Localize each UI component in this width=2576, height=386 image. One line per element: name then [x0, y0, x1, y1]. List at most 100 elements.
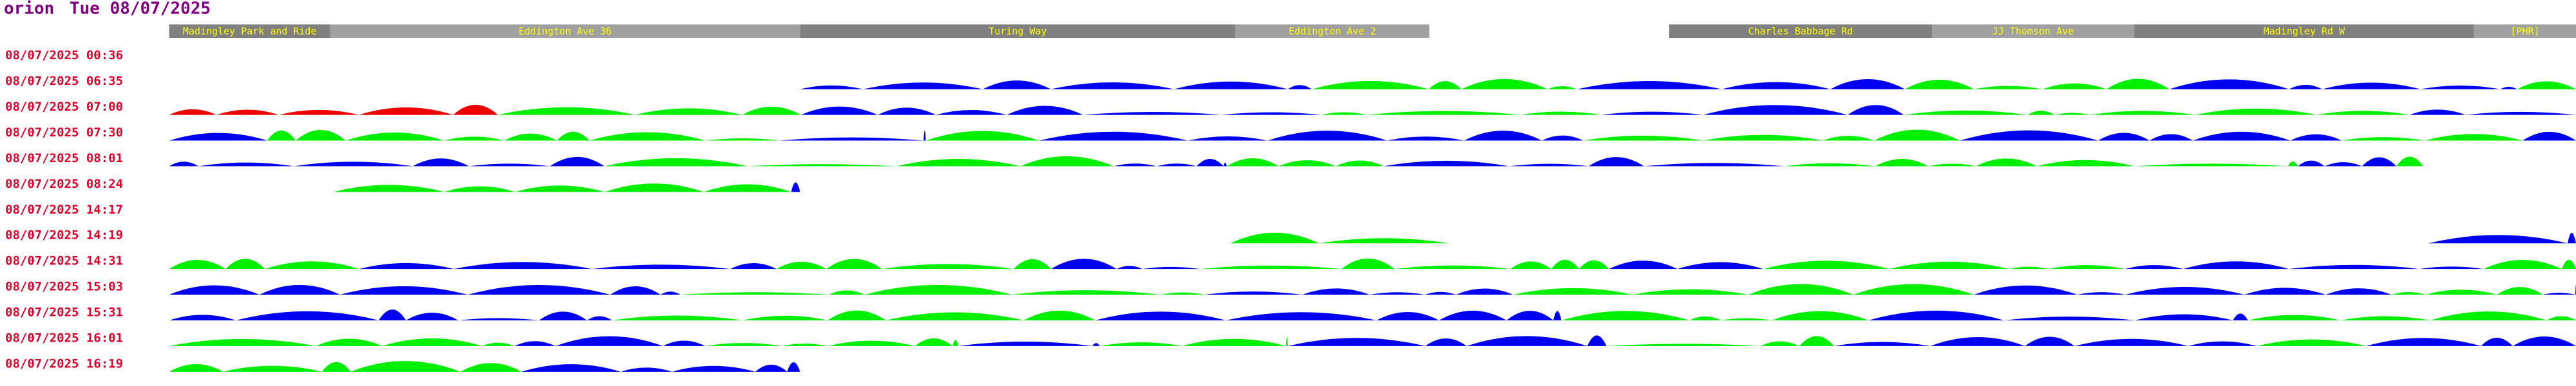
row-label: 08/07/2025 08:01 — [5, 151, 123, 165]
stop-label: Eddington Ave 2 — [1289, 26, 1376, 37]
trace-segment — [169, 361, 522, 372]
trace-segment — [1287, 335, 1607, 346]
trace-segment — [1577, 78, 1905, 89]
trace-segment — [2366, 336, 2576, 346]
stop-band — [169, 24, 330, 38]
trace-segment — [2517, 81, 2576, 89]
trace-segment — [169, 309, 612, 320]
trace-segment — [604, 156, 1114, 167]
trace-segment — [2428, 232, 2576, 244]
stop-band — [1932, 24, 2134, 38]
trace-segment — [2169, 79, 2517, 89]
trace-segment — [1763, 261, 2125, 270]
date-heading: Tue 08/07/2025 — [70, 0, 211, 19]
stop-band — [1669, 24, 1932, 38]
row-label: 08/07/2025 07:30 — [5, 125, 123, 140]
trace-segment — [1204, 288, 1513, 295]
stop-label: Turing Way — [989, 26, 1046, 37]
row-label: 08/07/2025 00:36 — [5, 48, 123, 62]
trace-segment — [169, 104, 498, 115]
row-label: 08/07/2025 16:19 — [5, 356, 123, 371]
trace-segment — [2543, 284, 2576, 295]
row-label: 08/07/2025 14:31 — [5, 254, 123, 268]
trace-segment — [2391, 287, 2543, 295]
trace-segment — [1113, 158, 1227, 167]
trace-segment — [1095, 310, 1562, 320]
trace-segment — [2409, 109, 2576, 115]
trace-segment — [1784, 158, 2298, 167]
trace-segment — [1609, 261, 1764, 270]
trace-segment — [1904, 78, 2170, 89]
trace-segment — [169, 133, 267, 141]
trace-segment — [791, 182, 800, 192]
trace-segment — [1513, 284, 1975, 295]
stop-band — [2474, 24, 2576, 38]
trace-segment — [2298, 157, 2397, 167]
trace-segment — [2248, 311, 2576, 320]
trace-segment — [514, 336, 706, 346]
stop-band — [2134, 24, 2474, 38]
trace-segment — [1960, 130, 2342, 141]
trace-segment — [1974, 285, 2392, 295]
trace-segment — [359, 262, 777, 270]
stop-label: Madingley Park and Ride — [183, 26, 317, 37]
trace-segment — [1321, 111, 1602, 115]
stop-band — [1235, 24, 1430, 38]
row-label: 08/07/2025 14:19 — [5, 228, 123, 243]
trace-segment — [1200, 258, 1609, 270]
trace-segment — [2125, 261, 2484, 270]
trace-segment — [498, 106, 801, 115]
stop-band — [330, 24, 800, 38]
trace-segment — [705, 338, 959, 346]
trace-segment — [2342, 134, 2523, 141]
trace-segment — [169, 259, 359, 270]
row-label: 08/07/2025 16:01 — [5, 331, 123, 345]
trace-segment — [1601, 105, 1904, 115]
trace-segment — [521, 362, 800, 372]
trace-segment — [925, 131, 1039, 141]
trace-segment — [2396, 156, 2423, 167]
trace-segment — [1583, 129, 1960, 141]
trace-segment — [800, 106, 1321, 115]
trace-segment — [169, 338, 515, 346]
trace-segment — [1868, 310, 2248, 320]
trace-segment — [1561, 311, 1869, 320]
row-label: 08/07/2025 07:00 — [5, 100, 123, 114]
trace-segment — [1227, 158, 1384, 167]
vehicle-name: orion — [4, 0, 54, 19]
trace-segment — [1383, 157, 1785, 167]
trace-segment — [776, 259, 1052, 270]
stop-label: JJ Thomson Ave — [1993, 26, 2074, 37]
trace-segment — [680, 284, 1205, 295]
row-label: 08/07/2025 15:03 — [5, 280, 123, 294]
trace-segment — [1230, 232, 1449, 244]
trace-segment — [612, 310, 1095, 320]
trace-segment — [1051, 259, 1200, 270]
trace-segment — [1904, 108, 2410, 115]
trace-segment — [958, 342, 1100, 346]
stop-label: [PHR] — [2510, 26, 2539, 37]
trace-segment — [1833, 336, 2257, 346]
trace-segment — [169, 284, 681, 295]
stop-label: Madingley Rd W — [2264, 26, 2345, 37]
trace-segment — [2523, 131, 2576, 141]
stop-label: Charles Babbage Rd — [1748, 26, 1853, 37]
trace-segment — [2483, 259, 2576, 270]
row-label: 08/07/2025 14:17 — [5, 203, 123, 217]
trace-segment — [333, 183, 791, 192]
row-label: 08/07/2025 08:24 — [5, 177, 123, 191]
trace-segment — [2257, 339, 2367, 346]
trace-segment — [1039, 131, 1584, 141]
row-label: 08/07/2025 06:35 — [5, 74, 123, 88]
trace-segment — [1606, 336, 1834, 346]
trace-segment — [169, 156, 605, 167]
trace-segment — [800, 80, 1312, 89]
trace-segment — [1099, 336, 1288, 346]
trace-segment — [1311, 78, 1577, 89]
trace-segment — [267, 129, 780, 141]
stop-label: Eddington Ave 36 — [518, 26, 612, 37]
trace-segment — [779, 131, 926, 141]
row-label: 08/07/2025 15:31 — [5, 305, 123, 319]
